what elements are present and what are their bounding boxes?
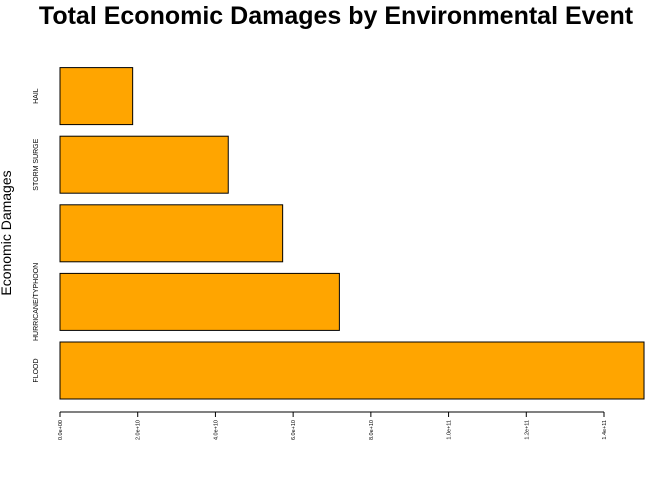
category-label-3: STORM SURGE — [33, 138, 40, 190]
bar-0 — [59, 341, 645, 400]
x-tick-label-0: 0.0e+00 — [58, 420, 64, 440]
x-tick-label-4: 8.0e+10 — [369, 420, 375, 440]
x-tick-label-2: 4.0e+10 — [213, 420, 219, 440]
bars-group — [59, 67, 645, 400]
y-axis-label: Economic Damages — [0, 170, 14, 295]
category-label-4: HAIL — [33, 88, 40, 104]
x-tick-label-6: 1.2e+11 — [524, 420, 530, 440]
category-label-1: HURRICANE/TYPHOON — [33, 263, 40, 341]
bar-3 — [59, 135, 229, 194]
category-labels: FLOOD HURRICANE/TYPHOON STORM SURGE HAIL — [33, 88, 40, 382]
bar-1 — [59, 272, 340, 331]
chart-title: Total Economic Damages by Environmental … — [39, 2, 634, 30]
x-tick-label-3: 6.0e+10 — [291, 420, 297, 440]
x-tick-label-1: 2.0e+10 — [136, 420, 142, 440]
x-tick-label-7: 1.4e+11 — [602, 420, 608, 440]
category-label-0: FLOOD — [33, 358, 40, 382]
x-tick-label-5: 1.0e+11 — [447, 420, 453, 440]
bar-4 — [59, 67, 134, 126]
x-axis: 0.0e+00 2.0e+10 4.0e+10 6.0e+10 8.0e+10 1.0e+… — [58, 411, 608, 440]
bar-2 — [59, 204, 284, 263]
